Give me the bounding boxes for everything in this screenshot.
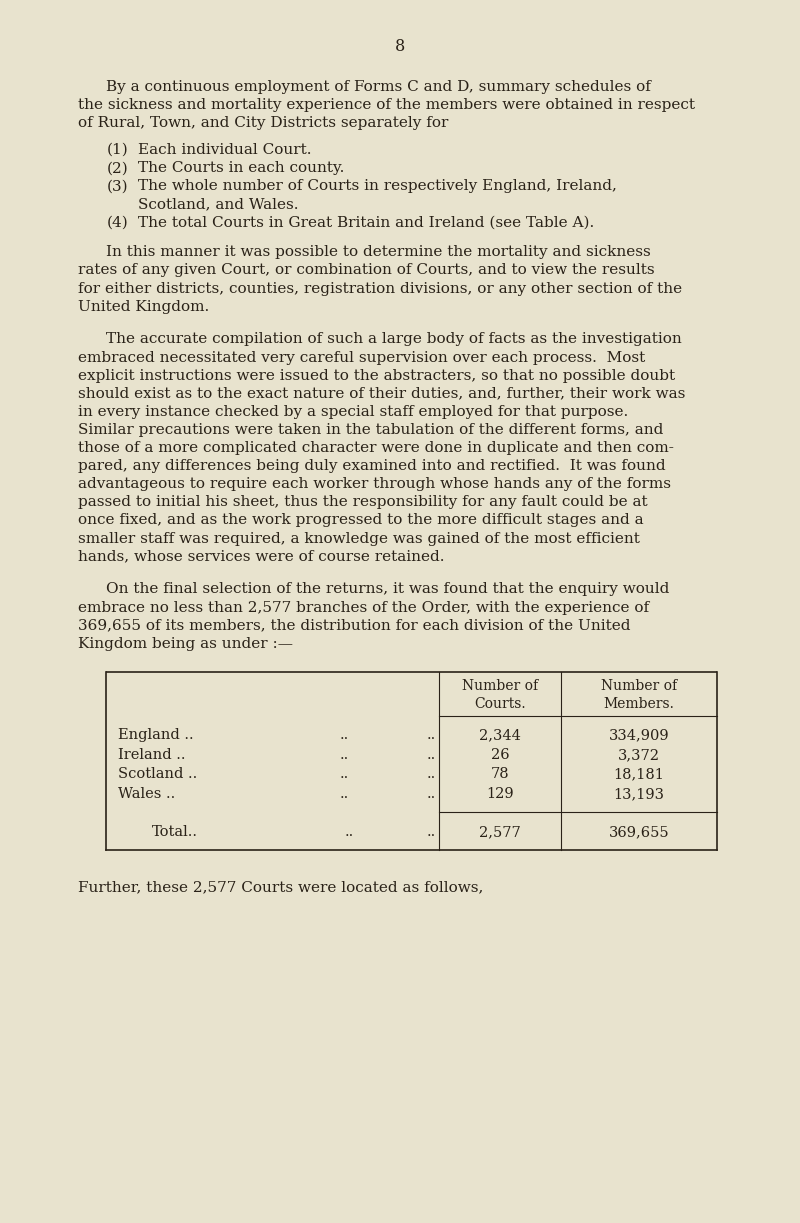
Text: rates of any given Court, or combination of Courts, and to view the results: rates of any given Court, or combination… bbox=[78, 263, 655, 278]
Text: (2): (2) bbox=[106, 161, 128, 175]
Text: The Courts in each county.: The Courts in each county. bbox=[138, 161, 345, 175]
Text: ..: .. bbox=[426, 729, 435, 742]
Text: 3,372: 3,372 bbox=[618, 748, 660, 762]
Text: passed to initial his sheet, thus the responsibility for any fault could be at: passed to initial his sheet, thus the re… bbox=[78, 495, 648, 509]
Text: 2,577: 2,577 bbox=[479, 826, 521, 839]
Text: 369,655 of its members, the distribution for each division of the United: 369,655 of its members, the distribution… bbox=[78, 619, 631, 632]
Text: ..: .. bbox=[340, 786, 349, 801]
Text: Each individual Court.: Each individual Court. bbox=[138, 143, 312, 157]
Text: pared, any differences being duly examined into and rectified.  It was found: pared, any differences being duly examin… bbox=[78, 459, 666, 473]
Text: 26: 26 bbox=[490, 748, 510, 762]
Text: once fixed, and as the work progressed to the more difficult stages and a: once fixed, and as the work progressed t… bbox=[78, 514, 644, 527]
Text: ..: .. bbox=[340, 729, 349, 742]
Text: Number of: Number of bbox=[462, 680, 538, 693]
Text: in every instance checked by a special staff employed for that purpose.: in every instance checked by a special s… bbox=[78, 405, 629, 418]
Text: ..: .. bbox=[345, 826, 354, 839]
Text: On the final selection of the returns, it was found that the enquiry would: On the final selection of the returns, i… bbox=[106, 582, 670, 597]
Text: England ..: England .. bbox=[118, 729, 194, 742]
Text: United Kingdom.: United Kingdom. bbox=[78, 300, 210, 313]
Text: embraced necessitated very careful supervision over each process.  Most: embraced necessitated very careful super… bbox=[78, 351, 646, 364]
Text: the sickness and mortality experience of the members were obtained in respect: the sickness and mortality experience of… bbox=[78, 98, 695, 113]
Text: explicit instructions were issued to the abstracters, so that no possible doubt: explicit instructions were issued to the… bbox=[78, 368, 675, 383]
Text: The accurate compilation of such a large body of facts as the investigation: The accurate compilation of such a large… bbox=[106, 333, 682, 346]
Text: advantageous to require each worker through whose hands any of the forms: advantageous to require each worker thro… bbox=[78, 477, 671, 492]
Text: Courts.: Courts. bbox=[474, 697, 526, 711]
Text: ..: .. bbox=[340, 767, 349, 781]
Text: 369,655: 369,655 bbox=[609, 826, 669, 839]
Text: ..: .. bbox=[426, 786, 435, 801]
Text: ..: .. bbox=[426, 826, 435, 839]
Text: Wales ..: Wales .. bbox=[118, 786, 176, 801]
Text: 2,344: 2,344 bbox=[479, 729, 521, 742]
Text: 8: 8 bbox=[395, 38, 405, 55]
Text: 334,909: 334,909 bbox=[609, 729, 669, 742]
Text: of Rural, Town, and City Districts separately for: of Rural, Town, and City Districts separ… bbox=[78, 116, 449, 130]
Text: ..: .. bbox=[340, 748, 349, 762]
Text: In this manner it was possible to determine the mortality and sickness: In this manner it was possible to determ… bbox=[106, 246, 651, 259]
Text: Ireland ..: Ireland .. bbox=[118, 748, 186, 762]
Text: 18,181: 18,181 bbox=[614, 767, 664, 781]
Text: (1): (1) bbox=[106, 143, 128, 157]
Text: Total..: Total.. bbox=[151, 826, 198, 839]
Text: 78: 78 bbox=[490, 767, 510, 781]
Text: By a continuous employment of Forms C and D, summary schedules of: By a continuous employment of Forms C an… bbox=[106, 79, 651, 94]
Text: Further, these 2,577 Courts were located as follows,: Further, these 2,577 Courts were located… bbox=[78, 881, 484, 894]
Text: (3): (3) bbox=[106, 180, 128, 193]
Text: Number of: Number of bbox=[601, 680, 677, 693]
Text: The whole number of Courts in respectively England, Ireland,: The whole number of Courts in respective… bbox=[138, 180, 618, 193]
Text: The total Courts in Great Britain and Ireland (see Table A).: The total Courts in Great Britain and Ir… bbox=[138, 215, 594, 230]
Text: should exist as to the exact nature of their duties, and, further, their work wa: should exist as to the exact nature of t… bbox=[78, 386, 686, 401]
Text: Similar precautions were taken in the tabulation of the different forms, and: Similar precautions were taken in the ta… bbox=[78, 423, 664, 437]
Text: 13,193: 13,193 bbox=[614, 786, 664, 801]
Text: Members.: Members. bbox=[603, 697, 674, 711]
Text: ..: .. bbox=[426, 767, 435, 781]
Text: for either districts, counties, registration divisions, or any other section of : for either districts, counties, registra… bbox=[78, 281, 682, 296]
Text: 129: 129 bbox=[486, 786, 514, 801]
Text: smaller staff was required, a knowledge was gained of the most efficient: smaller staff was required, a knowledge … bbox=[78, 532, 640, 545]
Text: embrace no less than 2,577 branches of the Order, with the experience of: embrace no less than 2,577 branches of t… bbox=[78, 600, 650, 614]
Text: hands, whose services were of course retained.: hands, whose services were of course ret… bbox=[78, 549, 445, 564]
Text: Scotland ..: Scotland .. bbox=[118, 767, 198, 781]
Text: Scotland, and Wales.: Scotland, and Wales. bbox=[138, 197, 299, 212]
Text: those of a more complicated character were done in duplicate and then com-: those of a more complicated character we… bbox=[78, 442, 674, 455]
Text: (4): (4) bbox=[106, 215, 128, 230]
Text: ..: .. bbox=[426, 748, 435, 762]
Text: Kingdom being as under :—: Kingdom being as under :— bbox=[78, 637, 294, 651]
